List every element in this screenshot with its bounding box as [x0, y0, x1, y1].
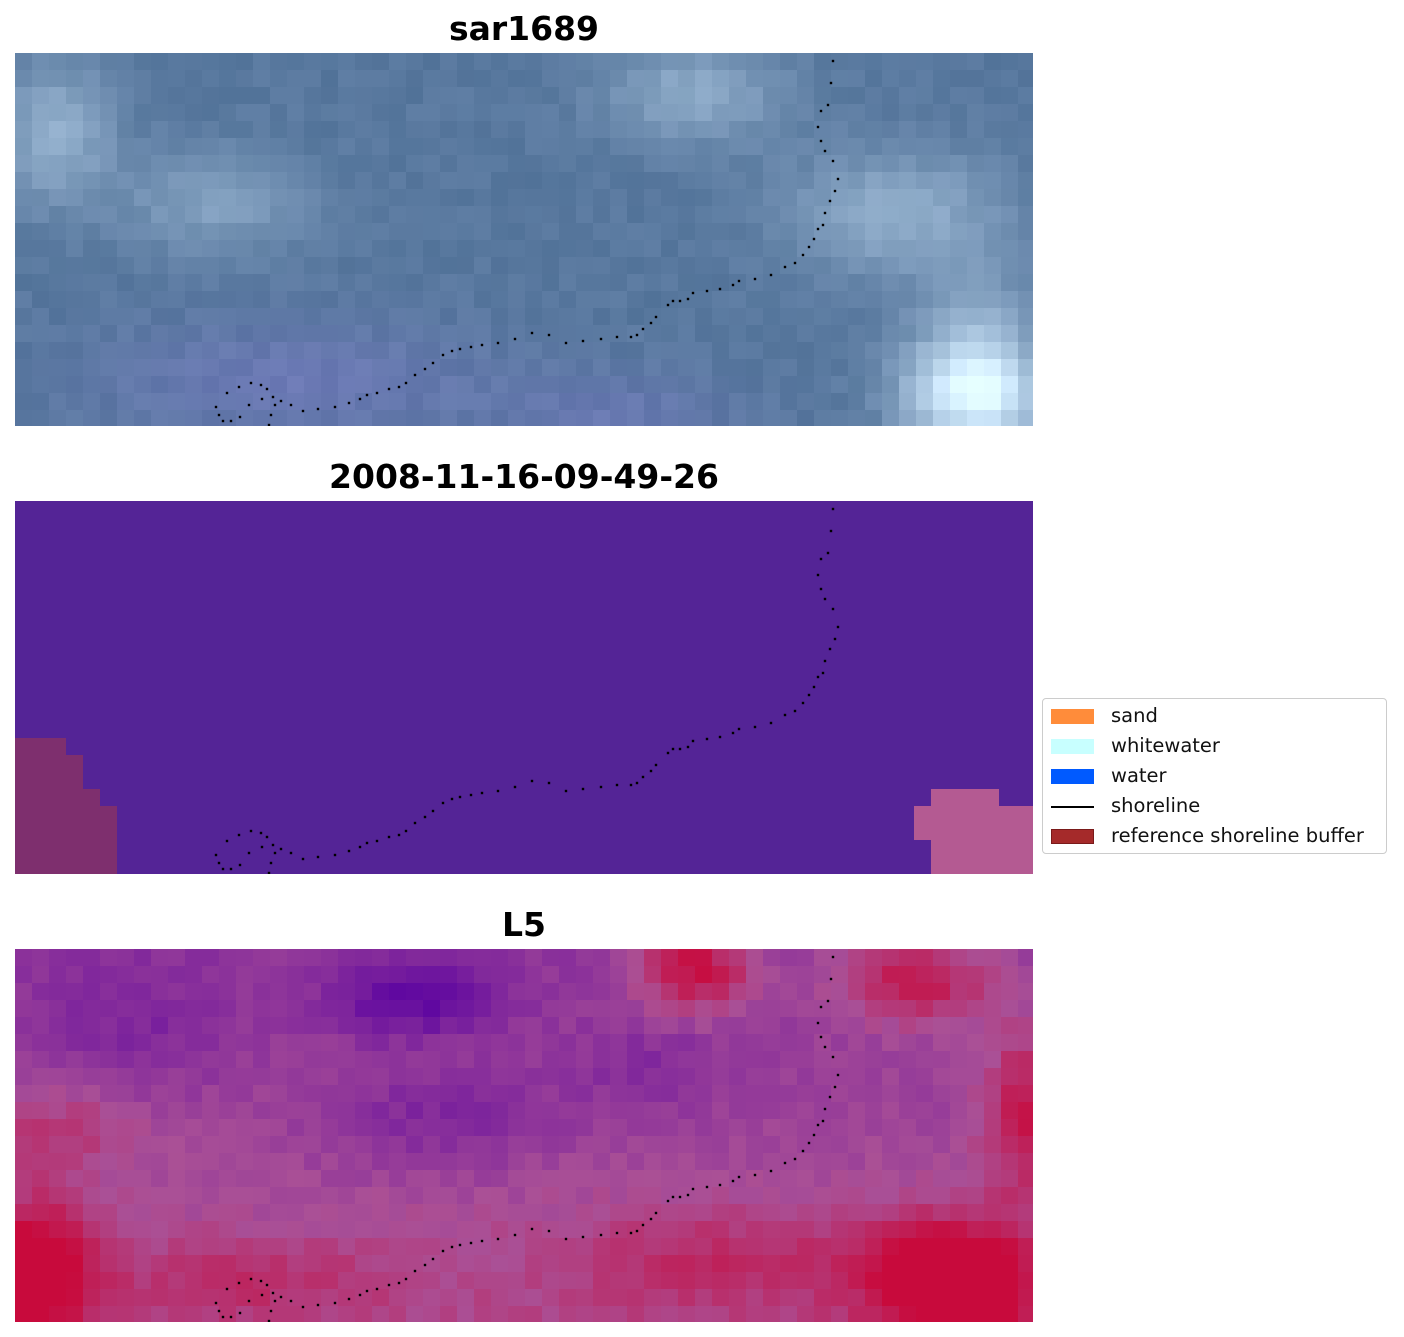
- legend-item-buffer: reference shoreline buffer: [1051, 821, 1386, 851]
- rgb-image-panel: [15, 53, 1033, 426]
- shoreline-rgb: [214, 59, 840, 426]
- shoreline-classified: [214, 507, 840, 874]
- buffer-swatch: [1051, 829, 1094, 844]
- legend-item-shoreline: shoreline: [1051, 791, 1386, 821]
- index-image-panel: [15, 949, 1033, 1322]
- water-swatch: [1051, 769, 1094, 784]
- legend-item-sand: sand: [1051, 701, 1386, 731]
- legend-label-whitewater: whitewater: [1111, 734, 1220, 757]
- buffer-region-right: [914, 789, 1033, 874]
- classified-image-panel: [15, 501, 1033, 874]
- legend-item-whitewater: whitewater: [1051, 731, 1386, 761]
- legend-item-water: water: [1051, 761, 1386, 791]
- legend: sand whitewater water shoreline referenc…: [1042, 698, 1387, 854]
- buffer-region-left: [15, 738, 117, 874]
- shoreline-line-sample: [1051, 806, 1094, 808]
- index-pixel-grid: [15, 949, 1033, 1322]
- legend-label-sand: sand: [1111, 704, 1158, 727]
- legend-label-water: water: [1111, 764, 1167, 787]
- rgb-pixel-grid: [15, 53, 1033, 426]
- shoreline-index: [214, 955, 840, 1322]
- panel-title-classified: 2008-11-16-09-49-26: [329, 457, 719, 496]
- legend-label-shoreline: shoreline: [1111, 794, 1201, 817]
- panel-title-index: L5: [502, 905, 546, 944]
- classified-background: [15, 501, 1033, 874]
- whitewater-swatch: [1051, 739, 1094, 754]
- panel-title-rgb: sar1689: [448, 9, 600, 48]
- sand-swatch: [1051, 709, 1094, 724]
- legend-label-buffer: reference shoreline buffer: [1111, 824, 1364, 847]
